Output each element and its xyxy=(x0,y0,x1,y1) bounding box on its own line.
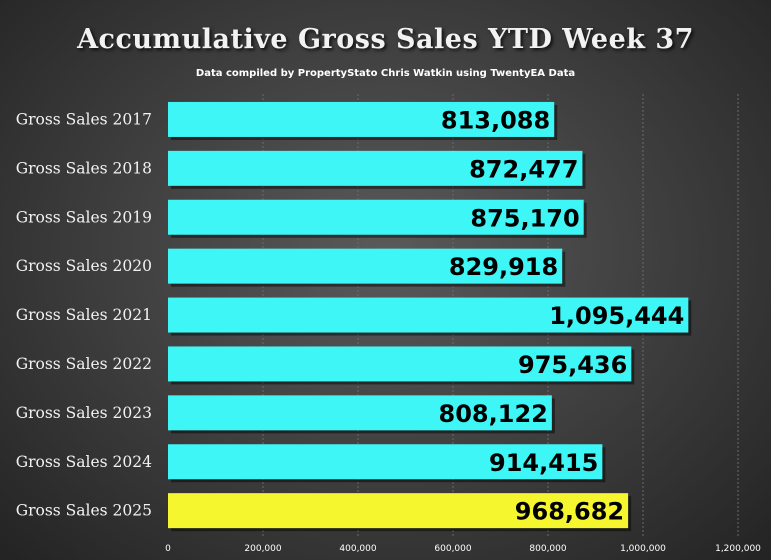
bar xyxy=(168,199,584,235)
category-label: Gross Sales 2021 xyxy=(16,306,152,324)
chart-subtitle: Data compiled by PropertyStato Chris Wat… xyxy=(195,68,576,79)
bar xyxy=(168,444,603,480)
category-label: Gross Sales 2018 xyxy=(16,159,152,177)
value-label: 975,436 xyxy=(518,351,627,379)
bar xyxy=(168,493,629,529)
category-label: Gross Sales 2025 xyxy=(16,502,152,520)
category-label: Gross Sales 2024 xyxy=(16,453,152,471)
value-label: 875,170 xyxy=(470,204,579,232)
category-label: Gross Sales 2022 xyxy=(16,355,152,373)
bar xyxy=(168,248,563,284)
x-tick-label: 0 xyxy=(165,544,171,554)
value-label: 968,682 xyxy=(515,498,624,526)
bar xyxy=(168,395,552,431)
bar xyxy=(168,346,632,382)
value-label: 829,918 xyxy=(449,253,558,281)
category-label: Gross Sales 2019 xyxy=(16,208,152,226)
x-tick-label: 600,000 xyxy=(434,544,471,554)
bar xyxy=(168,297,689,333)
value-label: 872,477 xyxy=(469,155,578,183)
value-label: 813,088 xyxy=(441,106,550,134)
x-tick-label: 800,000 xyxy=(529,544,566,554)
x-tick-label: 200,000 xyxy=(244,544,281,554)
x-tick-label: 1,200,000 xyxy=(715,544,761,554)
x-tick-label: 1,000,000 xyxy=(620,544,666,554)
x-tick-label: 400,000 xyxy=(339,544,376,554)
category-label: Gross Sales 2023 xyxy=(16,404,152,422)
bar xyxy=(168,150,583,186)
value-label: 808,122 xyxy=(439,400,548,428)
chart-title: Accumulative Gross Sales YTD Week 37 xyxy=(77,24,694,55)
value-label: 914,415 xyxy=(489,449,598,477)
category-label: Gross Sales 2020 xyxy=(16,257,152,275)
bar xyxy=(168,101,555,137)
category-label: Gross Sales 2017 xyxy=(16,110,152,128)
value-label: 1,095,444 xyxy=(549,302,684,330)
